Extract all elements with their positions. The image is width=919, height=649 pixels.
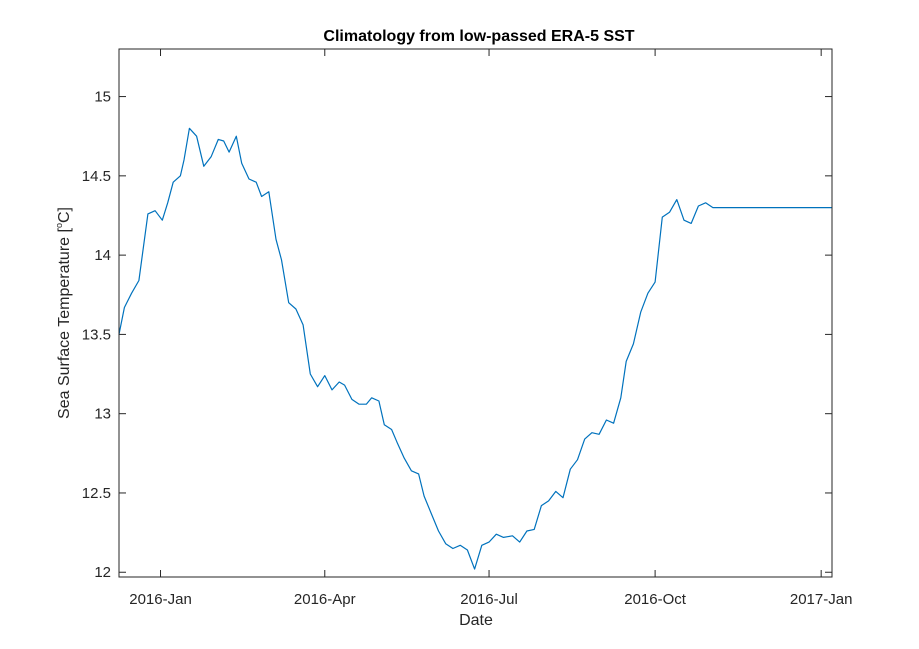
x-tick-label: 2017-Jan bbox=[790, 591, 853, 608]
x-tick-label: 2016-Jan bbox=[129, 591, 192, 608]
x-tick-label: 2016-Apr bbox=[294, 591, 356, 608]
y-tick-label: 12 bbox=[94, 564, 111, 581]
y-axis-title-unit: C] bbox=[56, 207, 73, 223]
x-axis-title: Date bbox=[459, 612, 493, 629]
y-tick-label: 15 bbox=[94, 89, 111, 106]
plot-area bbox=[119, 49, 832, 577]
y-tick-label: 14 bbox=[94, 247, 111, 264]
x-tick-label: 2016-Jul bbox=[460, 591, 518, 608]
y-tick-label: 13.5 bbox=[82, 326, 111, 343]
x-tick-label: 2016-Oct bbox=[624, 591, 687, 608]
sst-series-line bbox=[118, 127, 832, 570]
y-tick-label: 12.5 bbox=[82, 485, 111, 502]
y-axis-title: Sea Surface Temperature [oC] bbox=[54, 207, 73, 419]
axes-box bbox=[118, 48, 833, 578]
y-tick-label: 13 bbox=[94, 406, 111, 423]
y-axis-title-main: Sea Surface Temperature [ bbox=[56, 227, 73, 418]
chart-title: Climatology from low-passed ERA-5 SST bbox=[323, 28, 634, 45]
chart-marks: 12 12.5 13 13.5 14 14.5 15 2016-Jan 2016-Apr 2016… bbox=[82, 49, 853, 608]
y-tick-label: 14.5 bbox=[82, 168, 111, 185]
y-axis-title-degree: o bbox=[54, 223, 64, 228]
